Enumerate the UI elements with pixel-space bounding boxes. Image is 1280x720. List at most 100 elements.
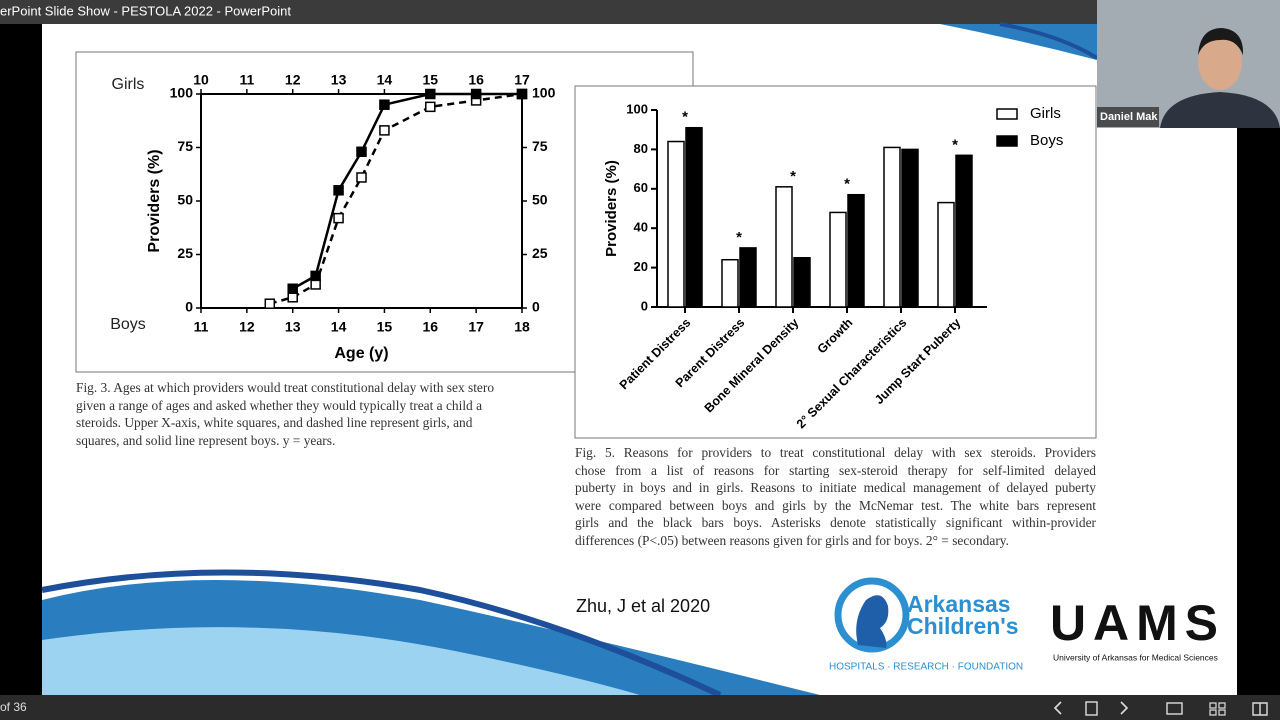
series-side-label: Boys <box>110 316 146 333</box>
series-marker <box>425 101 436 113</box>
series-marker <box>425 88 436 100</box>
series-marker <box>333 212 344 224</box>
caption-line: chose from a list of reasons for startin… <box>575 462 1096 478</box>
y2-tick-label: 100 <box>532 85 556 101</box>
swoosh-bottom-light <box>42 627 640 695</box>
y2-tick-label: 75 <box>532 138 548 154</box>
series-marker <box>287 283 298 294</box>
caption-line: steroids. Upper X-axis, white squares, a… <box>76 415 473 430</box>
video-person-hair <box>1198 28 1244 55</box>
significance-mark: * <box>844 176 850 193</box>
bar <box>937 201 955 308</box>
series-line <box>292 92 522 290</box>
series-marker <box>470 88 482 100</box>
bar <box>901 148 919 308</box>
window-title: erPoint Slide Show - PESTOLA 2022 - Powe… <box>0 3 291 18</box>
video-name-bg <box>1097 107 1159 127</box>
bar <box>793 257 811 308</box>
caption-line: girls and the black bars boys. Asterisks… <box>575 515 1096 530</box>
next-button[interactable] <box>1120 701 1129 715</box>
bar <box>721 258 739 308</box>
prev-button[interactable] <box>1053 701 1062 715</box>
x-tick-label: 14 <box>331 319 347 335</box>
y-tick-label: 60 <box>634 180 648 195</box>
legend-swatch <box>996 108 1018 120</box>
significance-mark: * <box>736 229 742 246</box>
ach-logo-child <box>856 595 889 648</box>
significance-mark: * <box>790 168 796 185</box>
y2-tick-label: 0 <box>532 299 540 315</box>
bar <box>667 140 685 308</box>
swoosh-bottom-line <box>41 569 722 698</box>
legend-label: Girls <box>1030 105 1061 122</box>
reading-view-button[interactable] <box>1252 702 1268 716</box>
bar <box>955 154 973 308</box>
video-name: Daniel Mak <box>1100 111 1158 123</box>
caption-line: Fig. 3. Ages at which providers would tr… <box>76 380 495 395</box>
series-marker <box>516 88 528 100</box>
x2-tick-label: 13 <box>331 72 347 88</box>
series-marker <box>379 125 390 136</box>
series-marker <box>310 270 321 282</box>
normal-view-button[interactable] <box>1166 702 1183 715</box>
y2-tick-label: 50 <box>532 192 548 208</box>
y-axis-label: Providers (%) <box>146 149 163 252</box>
title-bar <box>0 0 1280 24</box>
significance-mark: * <box>682 109 688 126</box>
x2-tick-label: 12 <box>285 72 301 88</box>
caption-line: squares, and solid line represent boys. … <box>76 432 336 448</box>
notes-button[interactable] <box>1085 701 1098 716</box>
x-tick-label: 11 <box>194 319 209 335</box>
x-tick-label: 16 <box>422 319 438 335</box>
y2-tick-label: 25 <box>532 245 548 261</box>
swoosh-top-line <box>999 22 1099 60</box>
x2-tick-label: 17 <box>514 72 530 88</box>
series-marker <box>310 279 321 290</box>
video-person-body <box>1160 92 1280 128</box>
y-tick-label: 0 <box>185 299 193 315</box>
swoosh-top <box>940 24 1097 60</box>
bar <box>685 126 703 308</box>
x-tick-label: 17 <box>468 319 484 335</box>
slide-counter: of 36 <box>0 700 27 714</box>
caption-line: Fig. 5. Reasons for providers to treat c… <box>575 445 1096 460</box>
y-tick-label: 80 <box>634 141 648 156</box>
x2-tick-label: 16 <box>468 72 484 88</box>
x2-tick-label: 11 <box>239 72 254 88</box>
y-tick-label: 20 <box>634 259 648 274</box>
ach-line1: Arkansas <box>907 591 1011 617</box>
x2-tick-label: 15 <box>422 72 438 88</box>
x2-tick-label: 14 <box>377 72 393 88</box>
legend-swatch <box>996 135 1018 147</box>
series-marker <box>333 185 344 196</box>
fig5-caption: Fig. 5. Reasons for providers to treat c… <box>575 444 1096 549</box>
x-tick-label: 12 <box>239 319 255 335</box>
series-marker <box>379 99 390 110</box>
series-marker <box>287 292 298 303</box>
series-marker <box>264 298 276 309</box>
y-tick-label: 25 <box>177 245 193 261</box>
y-tick-label: 0 <box>641 298 648 313</box>
y-axis-label: Providers (%) <box>603 160 620 257</box>
series-line <box>269 92 523 305</box>
status-bar <box>0 695 1280 720</box>
x-axis-label: Age (y) <box>334 345 388 362</box>
significance-mark: * <box>952 136 958 153</box>
bar <box>847 193 865 308</box>
uams-subtitle: University of Arkansas for Medical Scien… <box>1053 652 1218 662</box>
legend-label: Boys <box>1030 132 1063 149</box>
y-tick-label: 100 <box>626 101 648 116</box>
x-tick-label: 15 <box>377 319 393 335</box>
caption-line: were compared between boys and girls by … <box>575 497 1096 513</box>
y-tick-label: 40 <box>634 220 648 235</box>
ach-logo-ring <box>834 577 910 653</box>
y-tick-label: 50 <box>177 192 193 208</box>
series-side-label: Girls <box>112 76 145 93</box>
ach-line2: Children's <box>907 613 1019 639</box>
y-tick-label: 75 <box>177 138 193 154</box>
citation: Zhu, J et al 2020 <box>576 596 710 616</box>
x-tick-label: 18 <box>514 319 530 335</box>
sorter-view-button[interactable] <box>1209 702 1226 716</box>
bar <box>883 146 901 308</box>
